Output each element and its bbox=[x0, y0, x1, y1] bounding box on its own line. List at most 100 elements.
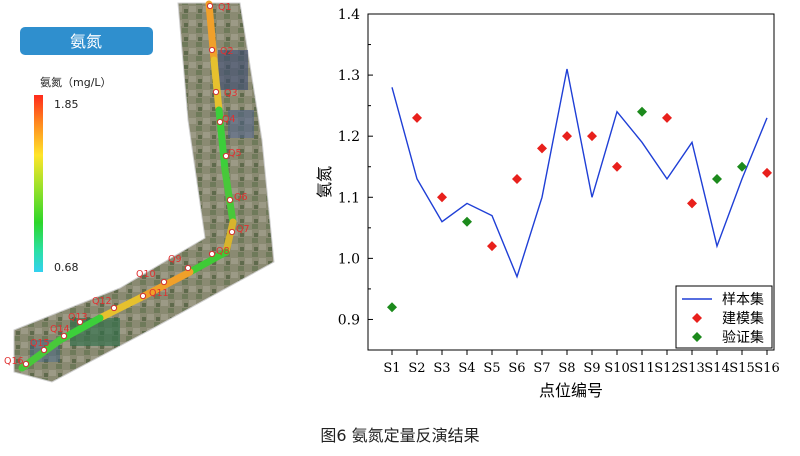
sample-point-marker bbox=[22, 360, 30, 368]
validation-set-marker bbox=[712, 173, 722, 184]
route-segment bbox=[210, 56, 223, 114]
chart-panel: 0.9 1.0 1.1 1.2 1.3 1.4 S1 S2 S3 S4 S5 S6 S7 S8 S9 S10… bbox=[300, 0, 800, 410]
x-tick-label: S5 bbox=[483, 361, 500, 376]
map-panel: Q1 Q2 Q3 Q4 Q5 Q6 Q7 Q8 Q9 Q10 Q11 Q12 Q13 Q14 Q15 Q16 … bbox=[0, 0, 300, 400]
chart-svg: 0.9 1.0 1.1 1.2 1.3 1.4 S1 S2 S3 S4 S5 S6 S7 S8 S9 S10… bbox=[315, 7, 780, 400]
sample-point-label: Q9 bbox=[168, 254, 182, 265]
x-tick-label: S15 bbox=[729, 361, 754, 376]
legend-box bbox=[675, 285, 773, 349]
y-tick-label: 0.9 bbox=[338, 312, 360, 328]
y-tick-label: 1.2 bbox=[338, 129, 360, 145]
sample-point-marker bbox=[139, 292, 147, 300]
y-tick-label: 1.0 bbox=[338, 251, 360, 267]
x-tick-label: S12 bbox=[654, 361, 679, 376]
x-tick-label: S14 bbox=[704, 361, 729, 376]
route-line bbox=[18, 0, 237, 372]
modeling-set-marker bbox=[562, 131, 572, 142]
sample-point-label: Q14 bbox=[50, 324, 70, 335]
y-axis-label: 氨氮 bbox=[315, 166, 334, 198]
sample-point-label: Q16 bbox=[4, 356, 24, 367]
sample-point-label: Q12 bbox=[92, 296, 112, 307]
y-axis: 0.9 1.0 1.1 1.2 1.3 1.4 bbox=[338, 7, 373, 328]
legend-label: 建模集 bbox=[722, 310, 764, 327]
sample-point-marker bbox=[110, 304, 118, 312]
sample-point-marker bbox=[222, 152, 230, 160]
sample-point-label: Q11 bbox=[149, 288, 169, 299]
series-line-sample bbox=[391, 68, 768, 279]
modeling-set-marker bbox=[762, 167, 772, 178]
x-tick-label: S13 bbox=[679, 361, 704, 376]
modeling-set-marker bbox=[587, 131, 597, 142]
sample-point-marker bbox=[216, 118, 224, 126]
sample-point-label: Q2 bbox=[220, 46, 234, 57]
modeling-set-marker bbox=[412, 112, 422, 123]
map-svg: Q1Q2Q3Q4Q5Q6Q7Q8Q9Q10Q11Q12Q13Q14Q15Q16 … bbox=[4, 0, 275, 383]
sample-point-label: Q15 bbox=[30, 338, 50, 349]
x-tick-label: S11 bbox=[629, 361, 654, 376]
sample-point-label: Q4 bbox=[222, 114, 236, 125]
x-tick-label: S10 bbox=[604, 361, 629, 376]
sample-point-marker bbox=[40, 346, 48, 354]
legend-label: 验证集 bbox=[722, 329, 764, 346]
sample-point-label: Q10 bbox=[136, 269, 156, 280]
y-tick-label: 1.3 bbox=[338, 68, 360, 84]
figure-caption: 图6 氨氮定量反演结果 bbox=[320, 426, 480, 445]
sample-point-marker bbox=[228, 228, 236, 236]
sample-point-marker bbox=[212, 88, 220, 96]
sample-point-marker bbox=[208, 46, 216, 54]
route-segment bbox=[221, 166, 237, 226]
plot-frame bbox=[367, 13, 775, 351]
validation-set-marker bbox=[737, 161, 747, 172]
modeling-set-marker bbox=[487, 241, 497, 252]
route-segment bbox=[96, 294, 144, 322]
x-tick-label: S7 bbox=[533, 361, 550, 376]
sample-point-marker bbox=[208, 250, 216, 258]
sample-point-marker bbox=[60, 332, 68, 340]
modeling-set-marker bbox=[687, 198, 697, 209]
legend-title: 氨氮（mg/L） bbox=[40, 75, 112, 89]
validation-set-marker bbox=[462, 216, 472, 227]
indicator-badge: 氨氮 bbox=[20, 27, 153, 55]
sample-point-label: Q7 bbox=[236, 224, 250, 235]
modeling-set-marker bbox=[537, 143, 547, 154]
sample-point-marker bbox=[206, 2, 214, 10]
x-axis-label: 点位编号 bbox=[539, 381, 603, 400]
x-tick-label: S4 bbox=[458, 361, 475, 376]
x-axis: S1 S2 S3 S4 S5 S6 S7 S8 S9 S10 S11 S12 S13 S14 S15 S16 bbox=[383, 350, 780, 376]
legend-colorbar bbox=[34, 95, 43, 272]
sample-point-label: Q8 bbox=[216, 246, 230, 257]
modeling-set-marker bbox=[437, 192, 447, 203]
validation-set-marker bbox=[387, 302, 397, 313]
sample-point-marker bbox=[76, 318, 84, 326]
sample-point-label: Q5 bbox=[228, 148, 242, 159]
sample-point-marker bbox=[184, 264, 192, 272]
x-tick-label: S8 bbox=[558, 361, 575, 376]
route-segment bbox=[186, 248, 230, 276]
legend-max: 1.85 bbox=[54, 98, 79, 111]
y-tick-label: 1.1 bbox=[338, 190, 360, 206]
sample-point-label: Q13 bbox=[68, 312, 88, 323]
route-segment bbox=[222, 218, 237, 256]
aerial-image bbox=[13, 2, 275, 383]
x-tick-label: S16 bbox=[754, 361, 779, 376]
modeling-set-marker bbox=[512, 173, 522, 184]
x-tick-label: S9 bbox=[583, 361, 600, 376]
series-markers bbox=[387, 106, 772, 313]
modeling-set-marker bbox=[662, 112, 672, 123]
sample-point-marker bbox=[226, 196, 234, 204]
sample-point-label: Q1 bbox=[218, 2, 232, 13]
svg-text:氨氮: 氨氮 bbox=[70, 32, 102, 51]
legend-min: 0.68 bbox=[54, 261, 79, 274]
x-tick-label: S3 bbox=[433, 361, 450, 376]
route-segment bbox=[136, 268, 194, 302]
sample-point-label: Q3 bbox=[224, 88, 238, 99]
legend-swatch-marker bbox=[692, 313, 702, 323]
validation-set-marker bbox=[637, 106, 647, 117]
sample-set-line bbox=[391, 68, 768, 279]
sample-point-label: Q6 bbox=[234, 192, 248, 203]
y-tick-label: 1.4 bbox=[338, 7, 360, 23]
legend-swatch-marker bbox=[692, 332, 702, 342]
modeling-set-marker bbox=[612, 161, 622, 172]
